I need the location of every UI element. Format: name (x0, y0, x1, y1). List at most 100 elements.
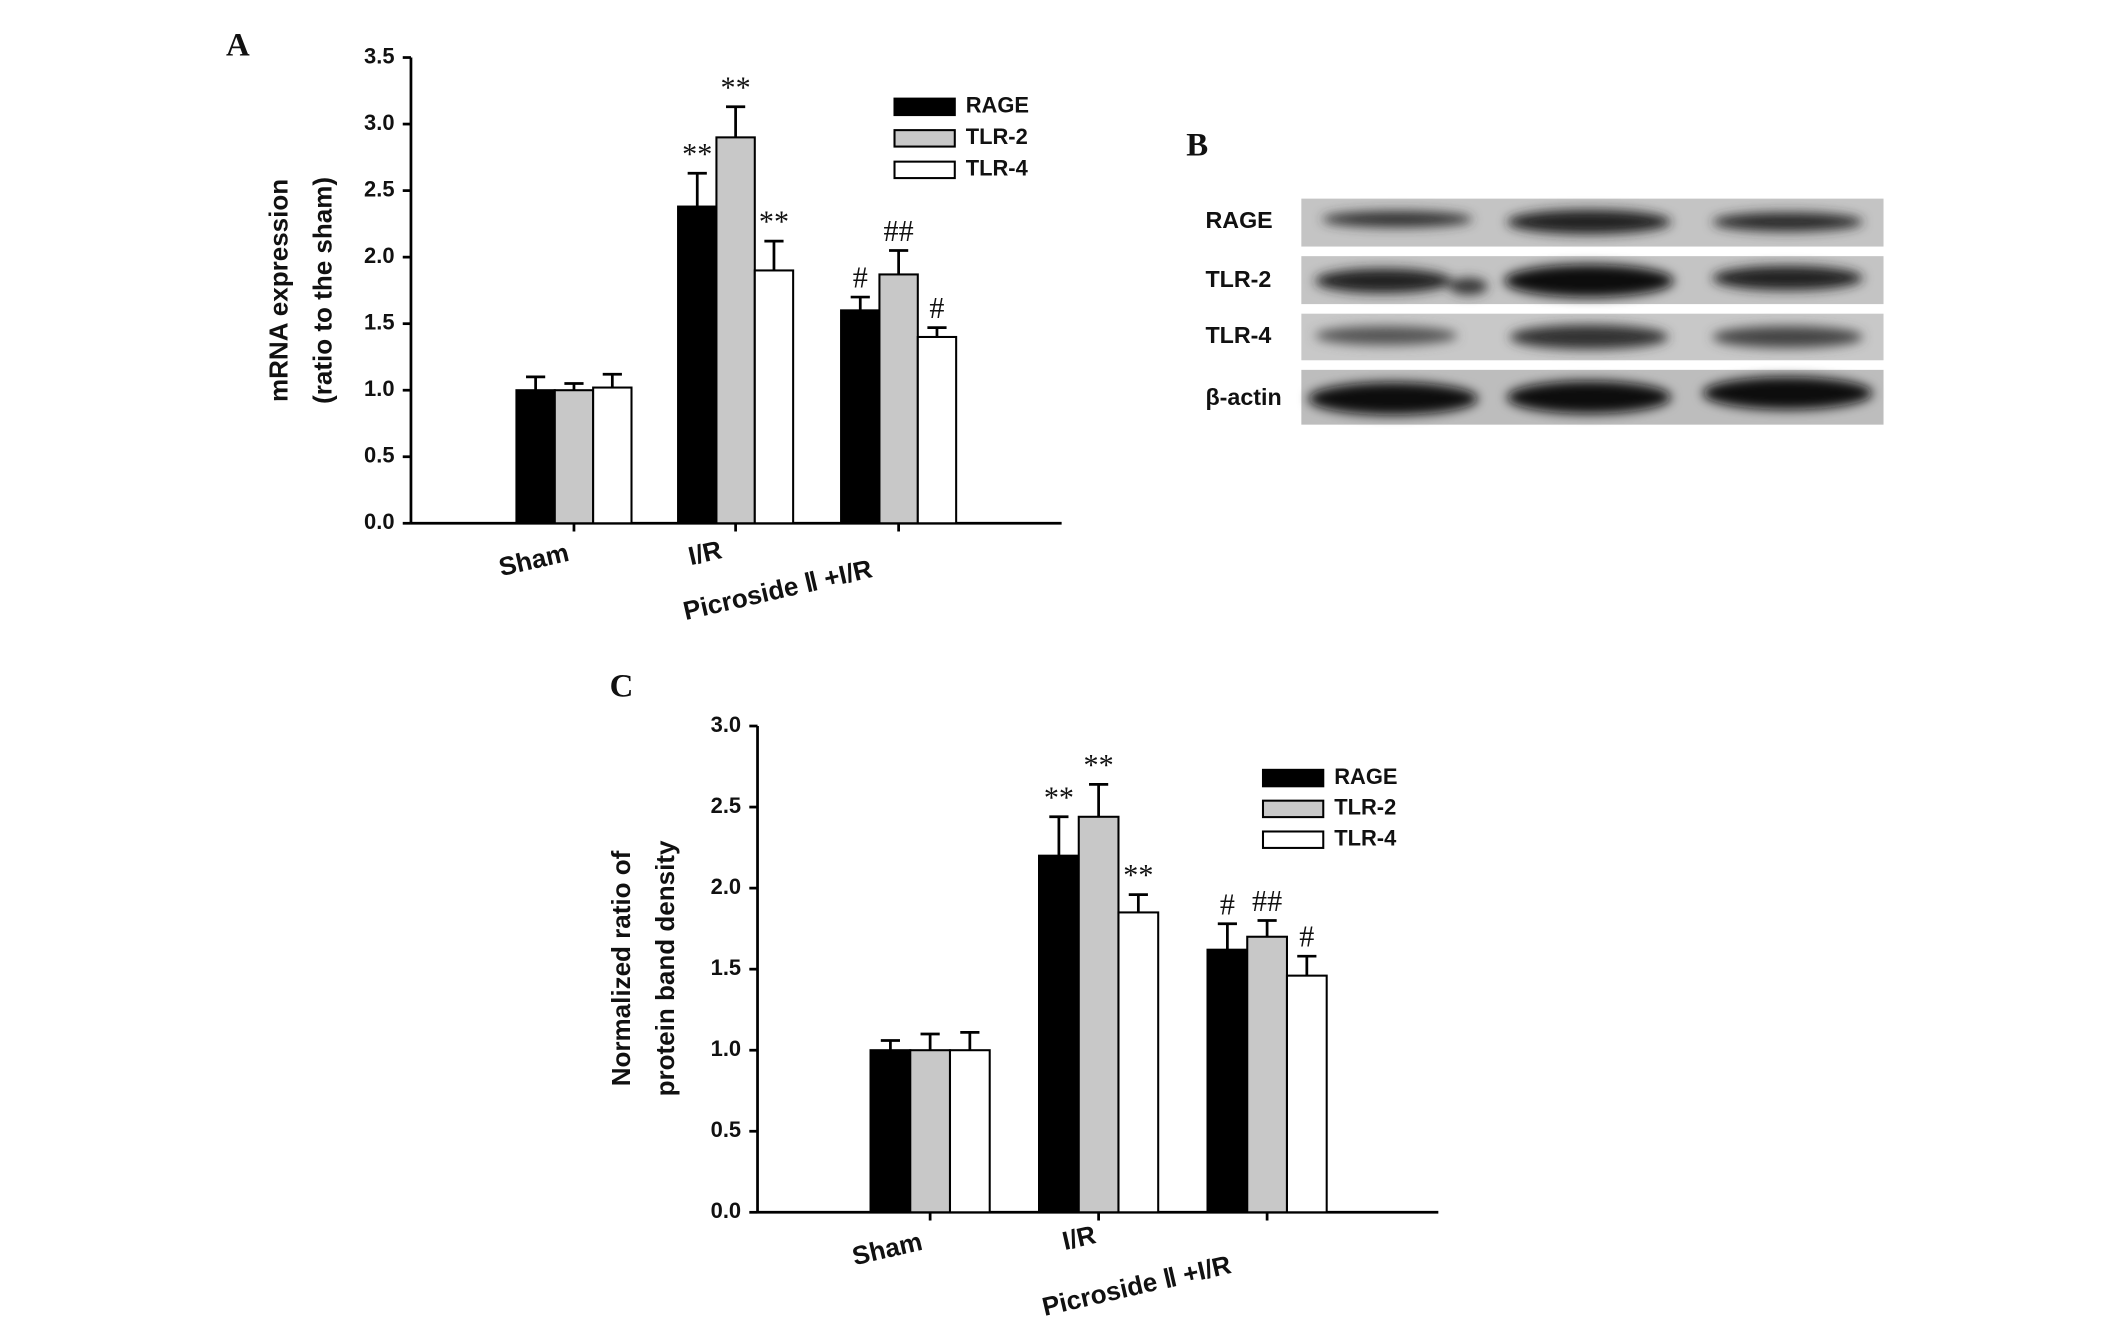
bar (1285, 974, 1328, 1214)
significance-label: ** (1123, 858, 1153, 892)
band (1449, 278, 1488, 295)
bar (1077, 815, 1120, 1214)
significance-label: ** (1084, 748, 1114, 782)
band (1509, 324, 1669, 350)
error-bar (564, 382, 584, 391)
bar (592, 386, 633, 525)
blot-bands (1308, 209, 1873, 416)
bar (1246, 935, 1288, 1214)
bar (515, 389, 556, 525)
blot-row-label: β-actin (1205, 384, 1281, 410)
error-bar (602, 372, 622, 388)
bar (948, 1049, 991, 1214)
legend-swatch (893, 129, 956, 148)
panel-label: A (226, 27, 250, 63)
y-tick-label: 0.5 (364, 443, 394, 468)
error-bar (960, 1031, 980, 1051)
legend-label: RAGE (966, 93, 1029, 118)
bar (869, 1049, 912, 1214)
error-bar (526, 375, 546, 391)
band (1712, 212, 1863, 232)
legend-label: TLR-4 (1334, 825, 1397, 850)
blot-row-label: TLR-2 (1205, 266, 1271, 292)
bar (677, 205, 718, 525)
y-tick-label: 2.5 (711, 793, 741, 818)
y-axis-title: protein band density (650, 840, 680, 1096)
y-tick-label: 3.0 (364, 110, 394, 135)
bar (553, 389, 595, 525)
band (1308, 382, 1479, 416)
error-bar (927, 326, 947, 337)
blot-row-label: RAGE (1205, 207, 1272, 233)
y-tick-label: 2.5 (364, 176, 394, 201)
y-tick-label: 2.0 (364, 243, 394, 268)
band (1712, 326, 1863, 348)
bar (715, 136, 756, 525)
band (1702, 376, 1873, 410)
y-tick-label: 0.0 (711, 1198, 741, 1223)
legend-label: RAGE (1334, 764, 1397, 789)
significance-label: ## (884, 214, 914, 248)
y-axis-title: Normalized ratio of (606, 850, 636, 1086)
band (1506, 209, 1672, 235)
band (1321, 210, 1473, 228)
panel-label: B (1186, 127, 1208, 163)
significance-label: ** (759, 205, 789, 239)
error-bar (1049, 815, 1069, 856)
x-tick-label: I/R (685, 534, 724, 571)
bar (840, 309, 881, 525)
x-tick-label: I/R (1059, 1219, 1098, 1256)
significance-label: # (853, 261, 868, 295)
significance-label: ## (1252, 884, 1282, 918)
y-tick-label: 0.5 (711, 1117, 741, 1142)
error-bar (920, 1032, 940, 1051)
legend-label: TLR-4 (966, 156, 1029, 181)
error-bar (1128, 893, 1148, 913)
y-axis-title: (ratio to the sham) (308, 177, 338, 404)
significance-label: ** (682, 137, 712, 171)
y-tick-label: 2.0 (711, 874, 741, 899)
significance-label: ** (1044, 780, 1074, 814)
bar (753, 269, 795, 525)
band (1504, 264, 1674, 298)
legend-swatch (893, 97, 956, 117)
error-bar (1089, 782, 1109, 817)
significance-label: # (1220, 887, 1235, 921)
band (1315, 326, 1458, 346)
legend-swatch (1261, 799, 1325, 819)
blot-row-label: TLR-4 (1205, 322, 1271, 348)
error-bar (1217, 922, 1237, 950)
y-tick-label: 1.5 (364, 309, 394, 334)
error-bar (687, 171, 707, 207)
x-tick-label: Picroside Ⅱ +I/R (1039, 1249, 1234, 1322)
band (1315, 268, 1453, 294)
bar (916, 335, 958, 525)
y-tick-label: 1.0 (711, 1036, 741, 1061)
y-axis-title: mRNA expression (264, 179, 294, 402)
x-tick-label: Sham (496, 537, 572, 582)
bar (1038, 854, 1080, 1214)
y-tick-label: 3.5 (364, 43, 394, 68)
error-bar (1297, 954, 1317, 976)
y-tick-label: 0.0 (364, 509, 394, 534)
significance-label: ** (721, 70, 751, 104)
error-bar (889, 249, 909, 275)
legend-swatch (1261, 768, 1325, 788)
bar (1206, 948, 1249, 1214)
y-tick-label: 3.0 (711, 712, 741, 737)
error-bar (726, 105, 746, 138)
error-bar (764, 239, 784, 271)
legend-swatch (1261, 830, 1325, 849)
y-tick-label: 1.0 (364, 376, 394, 401)
error-bar (880, 1039, 900, 1051)
error-bar (1257, 919, 1277, 937)
bar (1117, 911, 1160, 1214)
legend-label: TLR-2 (966, 124, 1028, 149)
error-bar (850, 295, 870, 311)
legend-label: TLR-2 (1334, 795, 1396, 820)
bar (909, 1049, 952, 1214)
significance-label: # (1299, 920, 1314, 954)
bar (878, 273, 919, 525)
y-tick-label: 1.5 (711, 955, 741, 980)
